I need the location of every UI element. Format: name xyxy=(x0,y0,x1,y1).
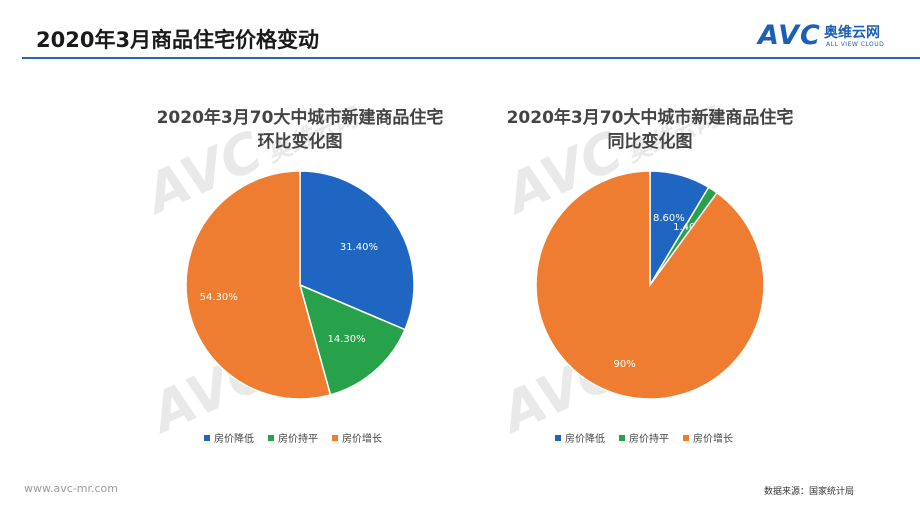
data-label: 1.40% xyxy=(673,222,705,233)
legend-item-increase: 房价增长 xyxy=(332,430,382,445)
chart-title-line1: 2020年3月70大中城市新建商品住宅 xyxy=(506,108,794,128)
chart-title-line1: 2020年3月70大中城市新建商品住宅 xyxy=(156,108,444,128)
pie-chart-mom: 31.40% 14.30% 54.30% xyxy=(185,170,415,400)
data-label: 14.30% xyxy=(328,334,366,345)
legend-swatch xyxy=(555,434,561,441)
chart-title-line2: 同比变化图 xyxy=(607,132,693,152)
data-source-note: 数据来源：国家统计局 xyxy=(764,487,855,497)
brand-logo: AVC 奥维云网 ALL VIEW CLOUD xyxy=(758,20,908,54)
chart-title-mom: 2020年3月70大中城市新建商品住宅 环比变化图 xyxy=(120,106,480,154)
logo-cn-text: 奥维云网 xyxy=(824,25,880,41)
pie-slice-increase xyxy=(535,170,765,400)
data-label: 54.30% xyxy=(200,292,238,303)
legend-swatch xyxy=(268,434,274,441)
legend-swatch xyxy=(683,434,689,441)
legend-item-decline: 房价降低 xyxy=(555,430,605,445)
logo-mark: AVC xyxy=(758,20,821,51)
pie-slice-decline xyxy=(299,170,415,331)
pie-slice-increase xyxy=(185,170,332,400)
legend-item-flat: 房价持平 xyxy=(619,430,669,445)
legend-item-decline: 房价降低 xyxy=(204,430,254,445)
logo-en-text: ALL VIEW CLOUD xyxy=(826,41,885,48)
data-label: 31.40% xyxy=(340,242,378,253)
legend-swatch xyxy=(204,434,210,441)
chart-title-yoy: 2020年3月70大中城市新建商品住宅 同比变化图 xyxy=(470,106,830,154)
chart-title-line2: 环比变化图 xyxy=(257,132,343,152)
legend-item-increase: 房价增长 xyxy=(683,430,733,445)
data-label: 90% xyxy=(614,359,636,370)
pie-chart-yoy: 8.60%1.40% 90% xyxy=(535,170,765,400)
page-title: 2020年3月商品住宅价格变动 xyxy=(36,28,320,52)
pie-slice-flat xyxy=(298,283,406,396)
title-divider xyxy=(22,57,920,59)
legend-mom: 房价降低 房价持平 房价增长 xyxy=(204,430,382,445)
legend-swatch xyxy=(619,434,625,441)
legend-yoy: 房价降低 房价持平 房价增长 xyxy=(555,430,733,445)
data-label: 8.60% xyxy=(653,213,685,224)
footer-url: www.avc-mr.com xyxy=(24,482,118,495)
legend-item-flat: 房价持平 xyxy=(268,430,318,445)
legend-swatch xyxy=(332,434,338,441)
